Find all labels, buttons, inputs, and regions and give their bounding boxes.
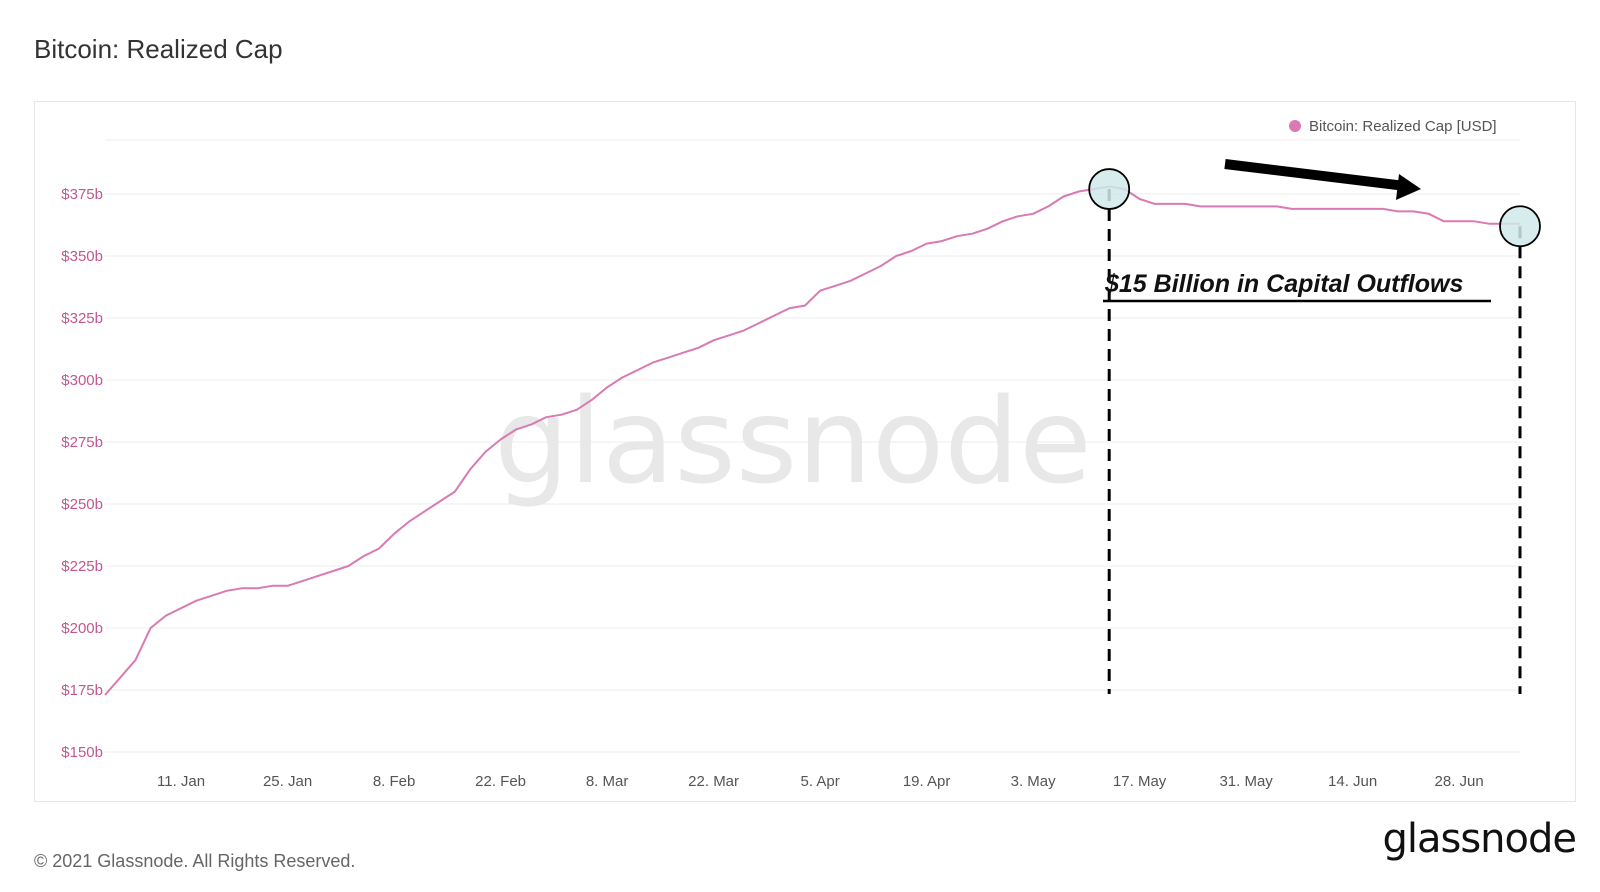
x-tick-label: 22. Feb xyxy=(475,773,526,790)
series-line xyxy=(104,185,1520,696)
chart-frame: glassnode $150b $175b $200b $225b $250b $275b… xyxy=(34,101,1576,802)
x-tick-label: 22. Mar xyxy=(688,773,739,790)
y-tick-label: $300b xyxy=(61,372,103,389)
glassnode-logo[interactable]: glassnode xyxy=(1382,816,1577,862)
x-tick-label: 8. Feb xyxy=(373,773,416,790)
x-tick-label: 14. Jun xyxy=(1328,773,1377,790)
copyright-footer: © 2021 Glassnode. All Rights Reserved. xyxy=(34,851,356,871)
x-tick-label: 5. Apr xyxy=(801,773,840,790)
x-tick-label: 19. Apr xyxy=(903,773,951,790)
x-tick-label: 25. Jan xyxy=(263,773,312,790)
annotation-text: $15 Billion in Capital Outflows xyxy=(1104,270,1463,298)
series-group xyxy=(104,185,1520,696)
x-tick-label: 31. May xyxy=(1219,773,1273,790)
y-tick-label: $325b xyxy=(61,310,103,327)
chart-title: Bitcoin: Realized Cap xyxy=(34,34,283,64)
y-tick-label: $250b xyxy=(61,496,103,513)
watermark-text: glassnode xyxy=(494,372,1091,510)
y-tick-label: $350b xyxy=(61,248,103,265)
end-circle-marker xyxy=(1499,205,1541,248)
y-tick-label: $150b xyxy=(61,744,103,761)
x-tick-label: 3. May xyxy=(1011,773,1057,790)
y-tick-label: $200b xyxy=(61,620,103,637)
annotation-group: $15 Billion in Capital Outflows xyxy=(1088,159,1541,694)
peak-circle-marker xyxy=(1088,168,1131,210)
x-tick-label: 8. Mar xyxy=(586,773,629,790)
x-tick-label: 17. May xyxy=(1113,773,1167,790)
y-tick-label: $375b xyxy=(61,186,103,203)
y-tick-label: $175b xyxy=(61,682,103,699)
legend-label: Bitcoin: Realized Cap [USD] xyxy=(1309,118,1497,135)
legend[interactable]: Bitcoin: Realized Cap [USD] xyxy=(1289,118,1497,135)
down-trend-arrow-shaft xyxy=(1224,159,1406,191)
realized-cap-chart: glassnode $150b $175b $200b $225b $250b $275b… xyxy=(61,118,1541,790)
y-axis-ticks: $150b $175b $200b $225b $250b $275b $300b $325b… xyxy=(61,186,103,761)
x-axis-ticks: 11. Jan 25. Jan 8. Feb 22. Feb 8. Mar 22. Mar… xyxy=(157,773,1484,790)
grid-lines xyxy=(105,139,1520,753)
y-tick-label: $225b xyxy=(61,558,103,575)
y-tick-label: $275b xyxy=(61,434,103,451)
x-tick-label: 28. Jun xyxy=(1435,773,1484,790)
down-trend-arrow-head xyxy=(1396,174,1421,200)
legend-swatch xyxy=(1289,120,1301,132)
x-tick-label: 11. Jan xyxy=(157,773,205,790)
